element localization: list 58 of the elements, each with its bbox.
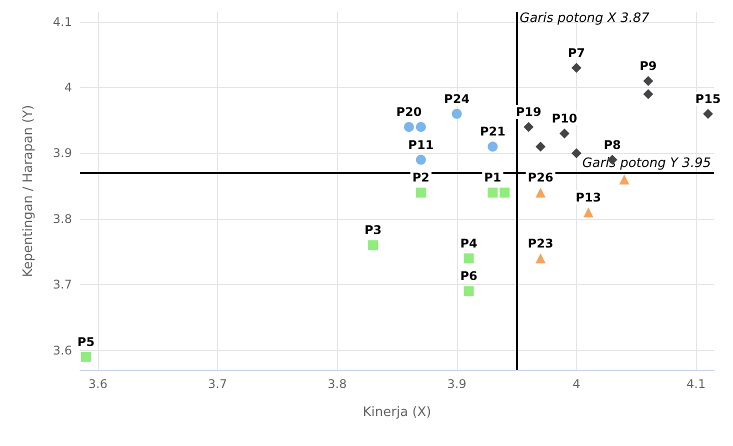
data-label: P4 — [460, 236, 478, 250]
point — [80, 352, 91, 362]
data-label: P3 — [364, 223, 382, 238]
point — [571, 148, 582, 158]
data-label: P10 — [552, 112, 578, 126]
data-label: P6 — [460, 269, 478, 284]
point — [524, 122, 534, 132]
ref-line-label: Garis potong X 3.87 — [520, 11, 650, 26]
y-axis-title: Kepentingan / Harapan (Y) — [21, 104, 36, 278]
x-tick-label: 4.1 — [686, 377, 706, 391]
point — [619, 174, 630, 185]
data-label: P15 — [695, 92, 721, 106]
point — [452, 108, 462, 119]
point — [643, 76, 654, 86]
point — [583, 207, 594, 218]
y-tick-label: 3.6 — [52, 343, 72, 358]
data-label: P1 — [484, 170, 502, 185]
point — [536, 188, 546, 198]
data-label: P5 — [77, 334, 95, 349]
data-label: P26 — [528, 170, 554, 185]
point — [559, 128, 570, 139]
point — [416, 122, 426, 132]
x-tick-label: 3.6 — [88, 377, 108, 391]
x-tick-label: 3.7 — [208, 377, 228, 391]
y-tick-label: 3.7 — [52, 278, 72, 292]
point — [500, 188, 510, 198]
y-tick-label: 4 — [64, 80, 72, 95]
point — [488, 188, 498, 198]
point — [571, 62, 582, 73]
point — [416, 154, 426, 165]
point — [643, 89, 654, 100]
data-label: P20 — [396, 104, 422, 119]
point — [368, 240, 378, 250]
y-tick-label: 4.1 — [52, 14, 72, 29]
point — [464, 286, 474, 296]
point — [536, 253, 546, 264]
data-label: P24 — [444, 92, 470, 106]
point — [404, 122, 414, 132]
y-tick-label: 3.9 — [52, 146, 72, 160]
point — [488, 142, 498, 152]
data-label: P8 — [604, 138, 621, 152]
point — [416, 188, 426, 198]
x-axis-title: Kinerja (X) — [362, 405, 432, 420]
point — [703, 108, 714, 119]
data-label: P7 — [568, 46, 586, 60]
data-label: P19 — [516, 104, 542, 119]
point — [464, 253, 474, 264]
data-label: P13 — [576, 190, 602, 204]
y-tick-label: 3.8 — [52, 212, 72, 226]
x-tick-label: 3.9 — [447, 377, 466, 391]
x-tick-label: 3.8 — [328, 377, 347, 391]
data-label: P11 — [408, 138, 434, 152]
data-label: P2 — [412, 170, 430, 185]
data-label: P23 — [528, 236, 554, 250]
data-label: P9 — [640, 58, 657, 73]
data-label: P21 — [480, 124, 506, 139]
point — [536, 142, 546, 152]
x-tick-label: 4 — [572, 377, 580, 391]
